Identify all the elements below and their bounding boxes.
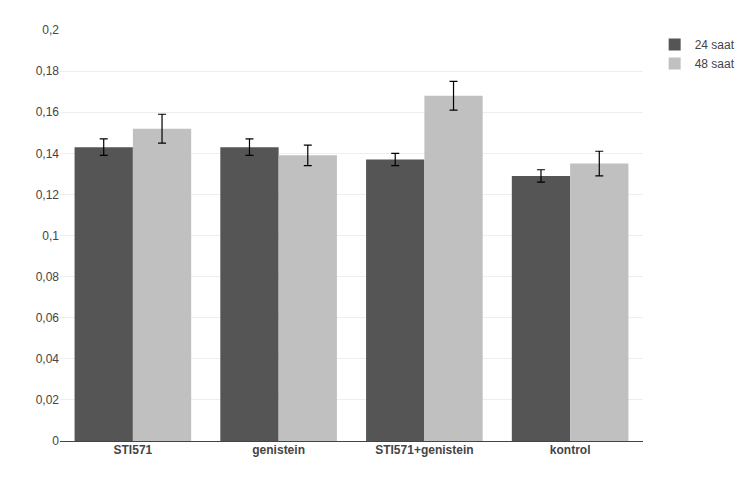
svg-text:0,06: 0,06 xyxy=(36,311,60,325)
svg-text:0,2: 0,2 xyxy=(42,23,59,37)
svg-text:0,12: 0,12 xyxy=(36,188,60,202)
svg-text:0,1: 0,1 xyxy=(42,229,59,243)
svg-text:0,04: 0,04 xyxy=(36,352,60,366)
svg-text:genistein: genistein xyxy=(252,443,305,457)
svg-text:kontrol: kontrol xyxy=(550,443,591,457)
svg-text:STI571: STI571 xyxy=(114,443,153,457)
svg-text:24 saat: 24 saat xyxy=(695,38,735,52)
svg-text:48 saat: 48 saat xyxy=(695,57,735,71)
svg-text:0,16: 0,16 xyxy=(36,105,60,119)
svg-text:0,14: 0,14 xyxy=(36,147,60,161)
svg-text:0,18: 0,18 xyxy=(36,64,60,78)
svg-text:0,02: 0,02 xyxy=(36,393,60,407)
svg-text:STI571+genistein: STI571+genistein xyxy=(375,443,473,457)
svg-text:0,08: 0,08 xyxy=(36,270,60,284)
svg-text:0: 0 xyxy=(52,434,59,448)
